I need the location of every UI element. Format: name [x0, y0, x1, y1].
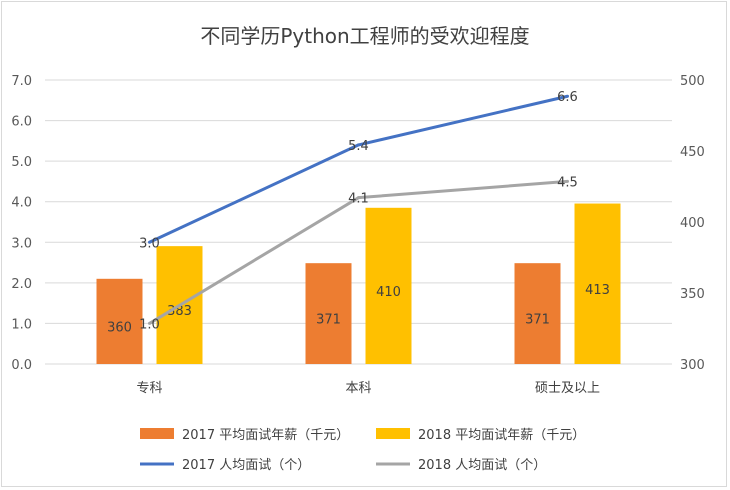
series-point	[566, 94, 569, 98]
y-right-tick-label: 350	[680, 287, 705, 302]
y-left-tick-label: 7.0	[11, 74, 32, 89]
y-left-tick-label: 2.0	[11, 277, 32, 292]
y-left-tick-label: 0.0	[11, 358, 32, 373]
bar-data-label: 371	[525, 313, 550, 328]
line-data-label: 3.0	[139, 236, 160, 251]
line-data-label: 4.1	[348, 192, 369, 207]
x-category-label: 硕士及以上	[535, 381, 600, 396]
bar	[305, 263, 352, 364]
y-right-tick-label: 500	[680, 74, 705, 89]
bar-data-label: 360	[107, 320, 132, 335]
x-category-label: 专科	[136, 381, 162, 396]
y-left-tick-label: 3.0	[11, 236, 32, 251]
y-left-tick-label: 1.0	[11, 317, 32, 332]
line-data-label: 4.5	[557, 175, 578, 190]
y-left-tick-label: 5.0	[11, 155, 32, 170]
series-point	[566, 179, 569, 183]
bar-data-label: 413	[585, 283, 610, 298]
y-right-tick-label: 450	[680, 145, 705, 160]
x-category-label: 本科	[345, 381, 371, 396]
y-left-tick-label: 4.0	[11, 196, 32, 211]
legend-label: 2018 人均面试（个）	[418, 458, 546, 473]
y-right-tick-label: 400	[680, 216, 705, 231]
series-point	[148, 321, 151, 325]
legend-label: 2017 人均面试（个）	[182, 458, 310, 473]
bar	[574, 203, 621, 364]
bar	[514, 263, 561, 364]
legend-swatch	[140, 428, 174, 439]
y-left-tick-label: 6.0	[11, 115, 32, 130]
legend-label: 2018 平均面试年薪（千元）	[418, 428, 585, 443]
bar	[365, 207, 412, 364]
line-data-label: 1.0	[139, 317, 160, 332]
legend-swatch	[376, 428, 410, 439]
line-data-label: 6.6	[557, 90, 578, 105]
line-data-label: 5.4	[348, 139, 369, 154]
series-line	[148, 94, 568, 244]
bar	[96, 278, 143, 364]
series-point	[357, 143, 360, 147]
series-point	[148, 240, 151, 244]
y-right-tick-label: 300	[680, 358, 705, 373]
series-point	[357, 196, 360, 200]
legend-label: 2017 平均面试年薪（千元）	[182, 428, 349, 443]
bar-data-label: 371	[316, 313, 341, 328]
bar-data-label: 410	[376, 285, 401, 300]
chart-title: 不同学历Python工程师的受欢迎程度	[200, 24, 530, 48]
